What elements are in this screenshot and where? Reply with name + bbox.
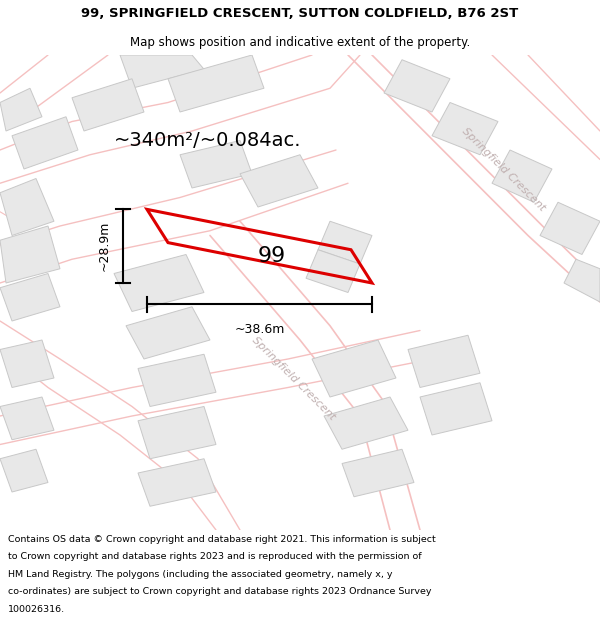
Polygon shape <box>306 250 360 292</box>
Polygon shape <box>432 102 498 155</box>
Polygon shape <box>342 449 414 497</box>
Text: ~340m²/~0.084ac.: ~340m²/~0.084ac. <box>114 131 302 150</box>
Polygon shape <box>168 55 264 112</box>
Text: Springfield Crescent: Springfield Crescent <box>250 334 338 421</box>
Polygon shape <box>12 117 78 169</box>
Text: to Crown copyright and database rights 2023 and is reproduced with the permissio: to Crown copyright and database rights 2… <box>8 552 421 561</box>
Polygon shape <box>0 226 60 283</box>
Text: 99: 99 <box>257 246 286 266</box>
Text: ~38.6m: ~38.6m <box>235 323 284 336</box>
Polygon shape <box>138 354 216 406</box>
Text: co-ordinates) are subject to Crown copyright and database rights 2023 Ordnance S: co-ordinates) are subject to Crown copyr… <box>8 588 431 596</box>
Polygon shape <box>126 307 210 359</box>
Polygon shape <box>0 179 54 236</box>
Text: ~28.9m: ~28.9m <box>98 221 111 271</box>
Polygon shape <box>0 274 60 321</box>
Text: Contains OS data © Crown copyright and database right 2021. This information is : Contains OS data © Crown copyright and d… <box>8 535 436 544</box>
Text: Map shows position and indicative extent of the property.: Map shows position and indicative extent… <box>130 36 470 49</box>
Polygon shape <box>420 382 492 435</box>
Polygon shape <box>120 55 204 88</box>
Polygon shape <box>72 79 144 131</box>
Polygon shape <box>180 141 252 188</box>
Polygon shape <box>0 340 54 388</box>
Polygon shape <box>114 254 204 311</box>
Polygon shape <box>0 397 54 440</box>
Text: 99, SPRINGFIELD CRESCENT, SUTTON COLDFIELD, B76 2ST: 99, SPRINGFIELD CRESCENT, SUTTON COLDFIE… <box>82 8 518 20</box>
Polygon shape <box>0 449 48 492</box>
Polygon shape <box>324 397 408 449</box>
Polygon shape <box>564 259 600 302</box>
Text: HM Land Registry. The polygons (including the associated geometry, namely x, y: HM Land Registry. The polygons (includin… <box>8 570 392 579</box>
Polygon shape <box>540 202 600 254</box>
Polygon shape <box>240 155 318 207</box>
Text: Springfield Crescent: Springfield Crescent <box>460 126 548 213</box>
Polygon shape <box>0 88 42 131</box>
Polygon shape <box>312 340 396 397</box>
Polygon shape <box>138 459 216 506</box>
Polygon shape <box>408 335 480 388</box>
Polygon shape <box>492 150 552 202</box>
Text: 100026316.: 100026316. <box>8 605 65 614</box>
Polygon shape <box>138 406 216 459</box>
Polygon shape <box>318 221 372 264</box>
Polygon shape <box>384 60 450 112</box>
